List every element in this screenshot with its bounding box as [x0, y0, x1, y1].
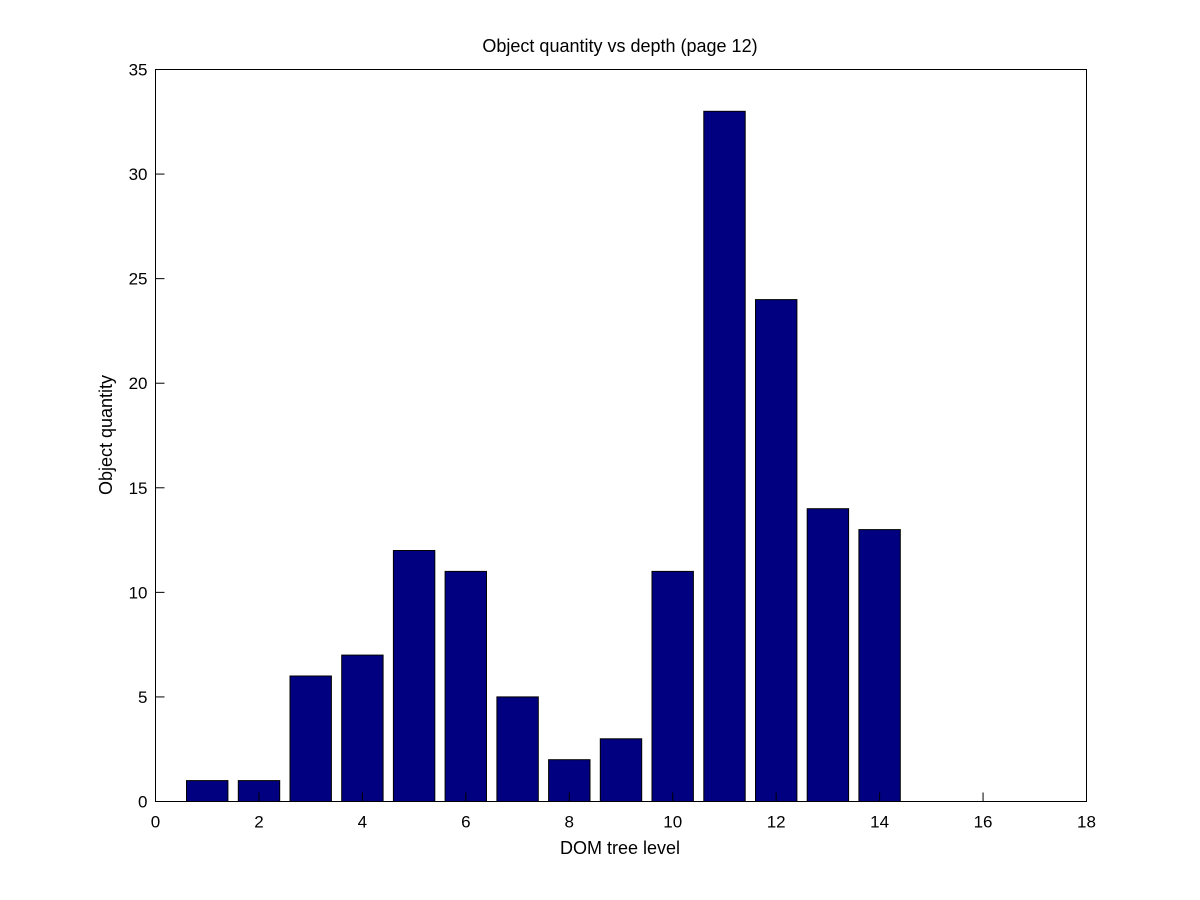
x-tick-label: 16: [974, 813, 993, 832]
x-tick-label: 0: [151, 813, 160, 832]
bar-13: [806, 508, 850, 802]
x-ticks-group: 0 2 4 6 8 10 12 14 16 18: [151, 792, 1096, 832]
x-tick-label: 6: [461, 813, 470, 832]
y-tick-label: 25: [129, 270, 148, 289]
bar-10: [651, 570, 694, 803]
y-tick-label: 0: [138, 793, 147, 812]
y-tick-label: 15: [129, 479, 148, 498]
chart-title: Object quantity vs depth (page 12): [482, 36, 757, 56]
bar-7: [496, 696, 539, 803]
x-tick-label: 2: [254, 813, 263, 832]
y-tick-label: 30: [129, 165, 148, 184]
bar-12: [755, 299, 798, 802]
bar-1: [186, 780, 229, 802]
x-tick-label: 8: [565, 813, 574, 832]
bar-4: [341, 654, 384, 802]
y-tick-label: 20: [129, 374, 148, 393]
bar-5: [392, 550, 436, 802]
bar-3: [289, 675, 332, 802]
x-tick-label: 10: [663, 813, 682, 832]
bars-group: [186, 110, 901, 803]
bar-9: [599, 738, 643, 802]
x-tick-label: 18: [1077, 813, 1096, 832]
x-axis-title: DOM tree level: [560, 838, 680, 858]
x-tick-label: 14: [870, 813, 889, 832]
y-axis-title: Object quantity: [96, 375, 116, 495]
y-tick-label: 35: [129, 61, 148, 80]
y-tick-label: 10: [129, 583, 148, 602]
y-tick-label: 5: [138, 688, 147, 707]
x-tick-label: 12: [767, 813, 786, 832]
axes-group: [155, 69, 1087, 802]
bar-11: [703, 110, 746, 803]
x-tick-label: 4: [358, 813, 367, 832]
bar-6: [444, 570, 488, 803]
y-ticks-group: 0 5 10 15 20 25 30 35: [129, 61, 165, 812]
bar-14: [858, 529, 901, 802]
